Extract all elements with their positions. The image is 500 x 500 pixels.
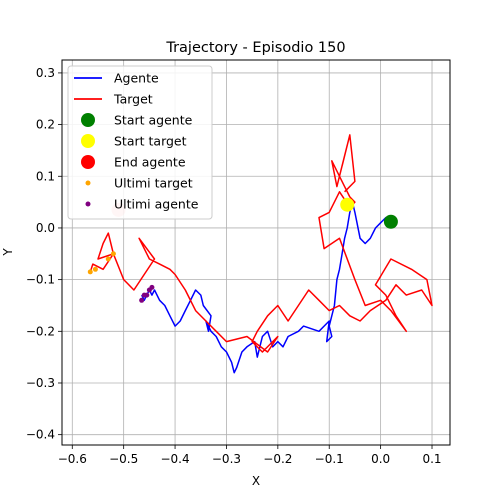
- legend-label-ultimi-agente: Ultimi agente: [114, 197, 199, 212]
- x-tick-label: −0.3: [212, 452, 241, 466]
- ultimi-target-point: [87, 269, 93, 275]
- ultimi-target-point: [92, 266, 98, 272]
- legend-label-agente: Agente: [114, 71, 159, 86]
- legend-label-ultimi-target: Ultimi target: [114, 176, 193, 191]
- y-tick-label: 0.0: [36, 221, 55, 235]
- legend-swatch-end-agente: [81, 155, 95, 169]
- ultimi-target-point: [110, 251, 116, 257]
- chart-title: Trajectory - Episodio 150: [165, 40, 345, 56]
- x-axis-label: X: [252, 474, 260, 488]
- legend: Agente Target Start agente Start target End …: [67, 65, 213, 220]
- x-tick-label: −0.4: [160, 452, 189, 466]
- x-tick-label: −0.6: [58, 452, 87, 466]
- legend-label-target: Target: [113, 92, 153, 107]
- legend-label-start-agente: Start agente: [114, 113, 193, 128]
- legend-swatch-ultimi-target: [85, 180, 91, 186]
- legend-label-end-agente: End agente: [114, 155, 186, 170]
- x-tick-label: 0.0: [371, 452, 390, 466]
- legend-swatch-start-target: [81, 134, 95, 148]
- start-agente-marker: [383, 214, 398, 229]
- ultimi-agente-point: [139, 297, 145, 303]
- y-tick-label: −0.2: [26, 324, 55, 338]
- legend-box: [67, 65, 213, 220]
- y-tick-label: −0.1: [26, 273, 55, 287]
- x-tick-label: −0.5: [109, 452, 138, 466]
- y-tick-label: −0.4: [26, 428, 55, 442]
- ultimi-target-point: [105, 256, 111, 262]
- y-tick-label: 0.3: [36, 66, 55, 80]
- legend-swatch-start-agente: [81, 113, 95, 127]
- ultimi-agente-point: [149, 284, 155, 290]
- plot-frame: [61, 59, 451, 446]
- x-tick-label: −0.2: [263, 452, 292, 466]
- start-target-marker: [340, 197, 355, 212]
- axis-ticks: −0.6 −0.5 −0.4 −0.3 −0.2 −0.1 0.0 0.1 −0.4 −0.3 −0…: [26, 66, 442, 466]
- y-tick-label: 0.1: [36, 169, 55, 183]
- y-tick-label: −0.3: [26, 376, 55, 390]
- x-tick-label: −0.1: [315, 452, 344, 466]
- legend-label-start-target: Start target: [114, 134, 187, 149]
- legend-swatch-ultimi-agente: [85, 201, 91, 207]
- y-tick-label: 0.2: [36, 118, 55, 132]
- y-axis-label: Y: [1, 248, 15, 257]
- x-tick-label: 0.1: [422, 452, 441, 466]
- ultimi-agente-point: [144, 292, 150, 298]
- series-line-target: [89, 134, 433, 353]
